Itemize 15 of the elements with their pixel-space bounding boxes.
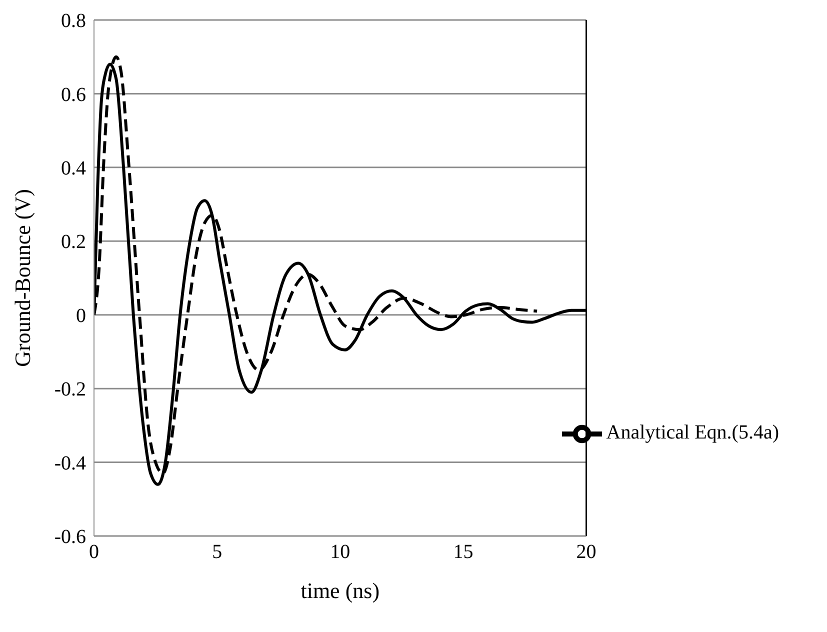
y-tick-label: -0.2 — [54, 378, 86, 401]
y-tick-label: 0.8 — [61, 10, 86, 32]
legend-label: Analytical Eqn.(5.4a) — [606, 422, 779, 444]
y-tick-label: 0.6 — [61, 84, 86, 106]
y-tick-label: 0.2 — [61, 231, 86, 254]
y-tick-label: 0.4 — [61, 158, 86, 180]
y-tick-label: 0 — [76, 304, 86, 327]
y-axis-title: Ground-Bounce (V) — [10, 189, 35, 367]
x-tick-label: 5 — [212, 541, 222, 564]
x-tick-label: 15 — [453, 541, 474, 564]
x-tick-label: 20 — [576, 541, 596, 564]
y-tick-label: -0.6 — [54, 526, 86, 548]
x-tick-label: 10 — [330, 541, 350, 564]
y-tick-label: -0.4 — [54, 452, 86, 474]
x-axis-title: time (ns) — [300, 578, 380, 603]
